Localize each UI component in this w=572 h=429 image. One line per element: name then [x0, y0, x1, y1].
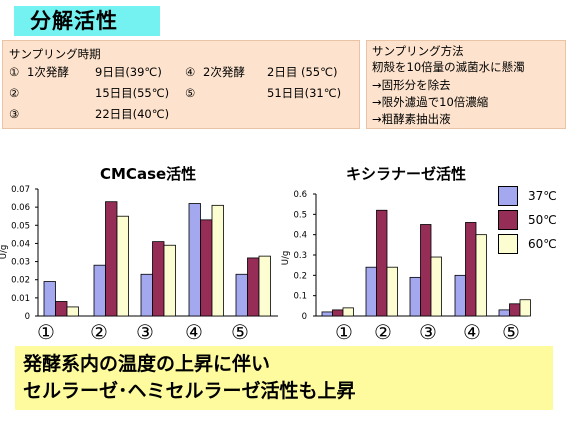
bar-xylanase-1-50℃ — [332, 309, 344, 317]
y-tick-label: 0.6 — [293, 190, 307, 200]
y-tick-label: 0.4 — [293, 231, 307, 241]
y-tick-label: 0.01 — [11, 294, 30, 304]
bar-xylanase-2-50℃ — [376, 209, 388, 317]
y-tick-label: 0.04 — [11, 239, 30, 249]
bar-cmcase-4-50℃ — [200, 219, 213, 317]
bar-xylanase-1-60℃ — [342, 307, 354, 317]
sampling-row-1-stage: 1次発酵 — [27, 65, 69, 79]
y-tick-label: 0.2 — [293, 271, 307, 281]
bar-xylanase-3-60℃ — [430, 256, 442, 317]
cmcase-category-1: ① — [37, 320, 55, 344]
sampling-method-panel: サンプリング方法 籾殻を10倍量の滅菌水に懸濁 →固形分を除去 →限外濾過で10… — [366, 40, 566, 129]
bar-cmcase-2-60℃ — [116, 215, 129, 317]
conclusion-line-1: 発酵系内の温度の上昇に伴い — [23, 353, 271, 375]
bar-cmcase-3-60℃ — [163, 244, 176, 317]
bar-cmcase-5-37℃ — [235, 273, 248, 317]
y-tick-label: 0.05 — [11, 221, 30, 231]
bar-xylanase-4-60℃ — [475, 234, 487, 317]
xylanase-category-2: ② — [374, 320, 392, 344]
sampling-row-4-marker: ④ — [185, 65, 196, 79]
legend-label-50: 50℃ — [528, 213, 557, 227]
legend-label-60: 60℃ — [528, 237, 557, 251]
page-title-box — [14, 6, 160, 36]
xylanase-category-3: ③ — [419, 320, 437, 344]
sampling-method-step-4: →粗酵素抽出液 — [372, 112, 451, 126]
cmcase-category-2: ② — [90, 320, 108, 344]
y-tick-label: 0.07 — [11, 185, 30, 195]
bar-cmcase-4-60℃ — [211, 204, 224, 317]
bar-cmcase-2-50℃ — [105, 201, 118, 317]
cmcase-category-5: ⑤ — [231, 320, 249, 344]
bar-cmcase-4-37℃ — [188, 203, 201, 317]
sampling-row-1-marker: ① — [9, 65, 20, 79]
sampling-method-step-2: →固形分を除去 — [372, 78, 451, 92]
y-tick-label: 0.5 — [293, 210, 307, 220]
sampling-row-2-marker: ② — [9, 86, 20, 100]
bar-cmcase-3-37℃ — [140, 273, 153, 317]
bar-xylanase-4-37℃ — [454, 274, 466, 317]
sampling-row-1-day: 9日目(39℃) — [95, 65, 162, 79]
bar-xylanase-5-37℃ — [498, 309, 510, 317]
legend-swatch-50 — [498, 210, 518, 230]
bar-xylanase-3-37℃ — [409, 276, 421, 317]
sampling-row-4-day: 2日目 (55℃) — [267, 65, 338, 79]
bar-xylanase-1-37℃ — [321, 311, 333, 317]
y-tick-label: 0 — [25, 312, 30, 322]
bar-xylanase-5-60℃ — [519, 299, 531, 317]
sampling-row-2-day: 15日目(55℃) — [95, 86, 170, 100]
sampling-row-5-day: 51日目(31℃) — [267, 86, 342, 100]
y-tick-label: 0.06 — [11, 203, 30, 213]
bar-cmcase-1-60℃ — [66, 306, 79, 317]
legend-label-37: 37℃ — [528, 189, 557, 203]
bar-cmcase-2-37℃ — [93, 264, 106, 317]
bar-cmcase-5-60℃ — [258, 255, 271, 317]
bar-xylanase-2-60℃ — [386, 266, 398, 317]
xylanase-category-5: ⑤ — [502, 320, 520, 344]
bar-xylanase-3-50℃ — [420, 224, 432, 317]
cmcase-category-4: ④ — [185, 320, 203, 344]
cmcase-chart-title: CMCase活性 — [100, 165, 197, 183]
bar-cmcase-1-50℃ — [55, 301, 68, 317]
conclusion-line-2: セルラーゼ･ヘミセルラーゼ活性も上昇 — [23, 380, 356, 402]
xylanase-category-4: ④ — [463, 320, 481, 344]
page-title: 分解活性 — [30, 9, 118, 33]
cmcase-category-3: ③ — [136, 320, 154, 344]
legend-swatch-60 — [498, 234, 518, 254]
bar-xylanase-4-50℃ — [465, 222, 477, 317]
bar-cmcase-1-37℃ — [43, 281, 56, 317]
conclusion-box: 発酵系内の温度の上昇に伴い セルラーゼ･ヘミセルラーゼ活性も上昇 — [15, 346, 553, 410]
y-tick-label: 0.3 — [293, 251, 307, 261]
sampling-method-step-1: 籾殻を10倍量の滅菌水に懸濁 — [372, 60, 525, 74]
bar-cmcase-5-50℃ — [247, 257, 260, 317]
sampling-method-step-3: →限外濾過で10倍濃縮 — [372, 95, 489, 109]
bar-xylanase-2-37℃ — [365, 266, 377, 317]
sampling-method-heading: サンプリング方法 — [372, 44, 464, 58]
y-axis-label: U/g — [281, 251, 291, 265]
y-tick-label: 0.1 — [293, 292, 307, 302]
sampling-time-panel: サンプリング時期 ① 1次発酵 9日目(39℃) ④ 2次発酵 2日目 (55℃… — [2, 40, 360, 129]
sampling-row-3-marker: ③ — [9, 107, 20, 121]
sampling-row-3-day: 22日目(40℃) — [95, 107, 170, 121]
y-tick-label: 0 — [302, 312, 307, 322]
xylanase-category-1: ① — [335, 320, 353, 344]
legend-swatch-37 — [498, 186, 518, 206]
bar-cmcase-3-50℃ — [152, 241, 165, 317]
y-tick-label: 0.03 — [11, 258, 30, 268]
y-tick-label: 0.02 — [11, 276, 30, 286]
xylanase-chart-title: キシラナーゼ活性 — [346, 165, 467, 183]
sampling-time-heading: サンプリング時期 — [9, 47, 101, 61]
sampling-row-5-marker: ⑤ — [185, 86, 196, 100]
y-axis-label: U/g — [0, 245, 9, 259]
bar-xylanase-5-50℃ — [509, 303, 521, 317]
sampling-row-4-stage: 2次発酵 — [203, 65, 245, 79]
